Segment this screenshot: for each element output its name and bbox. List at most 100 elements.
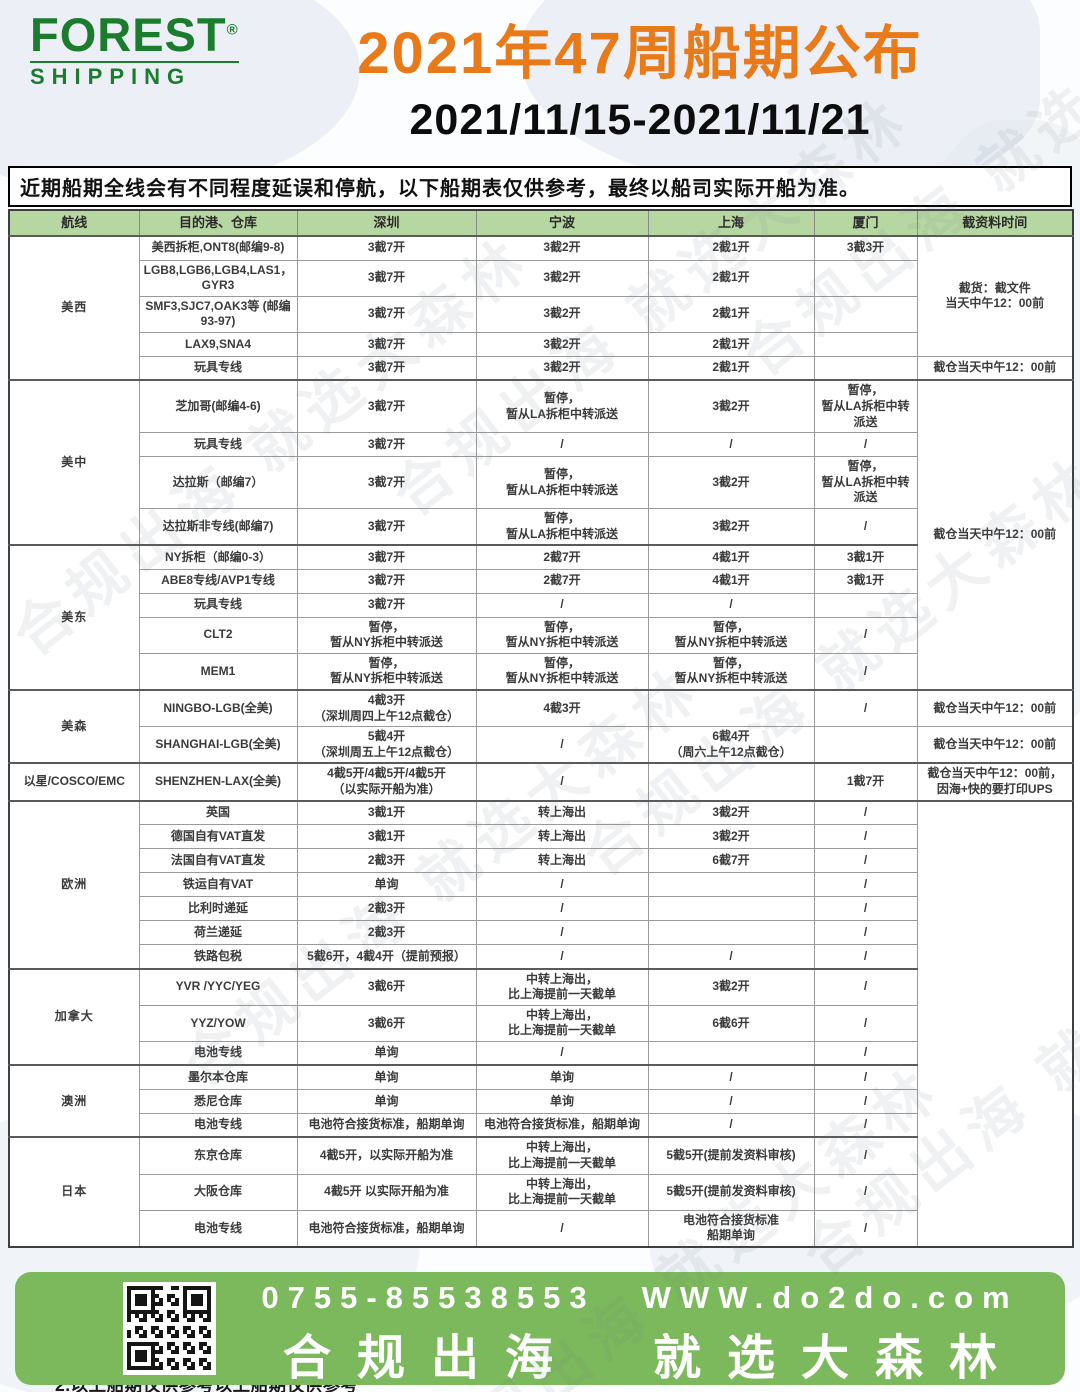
table-row: 澳洲 墨尔本仓库 单询 单询 / / <box>8 1064 1073 1138</box>
cell-shenzhen: 单询 <box>296 1040 477 1066</box>
cell-shanghai: 2截1开 <box>647 331 815 357</box>
phone-number: 0755-85538553 <box>261 1280 596 1315</box>
cell-xiamen: 3截3开 <box>813 235 918 261</box>
cell-xiamen: / <box>813 432 918 458</box>
cell-shanghai: 电池符合接货标准 船期单询 <box>647 1209 815 1248</box>
cell-destination: 德国自有VAT直发 <box>138 824 298 850</box>
cell-ningbo: / <box>475 1040 649 1066</box>
cell-xiamen: / <box>813 689 918 728</box>
shipping-schedule-table: 航线 目的港、仓库 深圳 宁波 上海 厦门 截资料时间 美西 美西拆柜,ONT8(邮编9-8)… <box>8 209 1074 1248</box>
route-cell: 美中 <box>8 379 140 546</box>
route-cell: 美西 <box>8 234 140 381</box>
cell-shanghai: 2截1开 <box>647 355 815 381</box>
table-row: CLT2 暂停， 暂从NY拆柜中转派送 暂停， 暂从NY拆柜中转派送 暂停， 暂从NY… <box>9 616 1073 654</box>
cell-xiamen <box>813 259 918 297</box>
table-row: 法国自有VAT直发 2截3开 转上海出 6截7开 / <box>9 848 1073 874</box>
column-header: 宁波 <box>475 209 649 237</box>
page-header: FOREST® SHIPPING 2021年47周船期公布 2021/11/15… <box>0 0 1080 166</box>
qr-code <box>123 1282 216 1375</box>
cell-shenzhen: 3截7开 <box>296 544 477 570</box>
cell-ningbo: / <box>475 1209 649 1248</box>
cell-xiamen: / <box>813 1112 918 1138</box>
cell-shanghai: 4截1开 <box>647 544 815 570</box>
cell-shanghai: / <box>647 432 815 458</box>
cell-ningbo: 2截7开 <box>475 568 649 594</box>
cell-deadline: 截仓当天中午12：00前 <box>916 379 1074 691</box>
cell-xiamen: / <box>813 848 918 874</box>
cell-shanghai <box>647 896 815 922</box>
cell-ningbo: 3截2开 <box>475 295 649 333</box>
cell-deadline: 截仓当天中午12：00前， 因海+快的要打印UPS <box>916 762 1074 802</box>
cell-shenzhen: 3截7开 <box>296 259 477 297</box>
table-row: SHANGHAI-LGB(全美) 5截4开 （深圳周五上午12点截仓）/6截4开 … <box>9 726 1074 764</box>
cell-destination: 达拉斯（邮编7） <box>138 456 298 509</box>
cell-shenzhen: 3截6开 <box>296 967 477 1006</box>
cell-shanghai: 6截7开 <box>647 848 815 874</box>
cell-destination: 电池专线 <box>138 1112 298 1138</box>
cell-xiamen: / <box>813 507 918 546</box>
cell-ningbo: 单询 <box>475 1064 649 1090</box>
table-row: 电池专线 电池符合接货标准，船期单询 电池符合接货标准，船期单询 / / <box>9 1112 1073 1138</box>
cell-destination: 英国 <box>138 799 298 826</box>
cell-destination: 玩具专线 <box>138 432 298 458</box>
table-row: 悉尼仓库 单询 单询 / / <box>9 1088 1073 1114</box>
cell-destination: CLT2 <box>138 616 298 654</box>
cell-shanghai: 6截4开 （周六上午12点截仓） <box>647 726 815 764</box>
cell-shanghai: / <box>647 944 815 970</box>
table-header-row: 航线 目的港、仓库 深圳 宁波 上海 厦门 截资料时间 <box>8 209 1074 237</box>
forest-shipping-logo: FOREST® SHIPPING <box>30 10 239 90</box>
cell-xiamen: / <box>813 1209 918 1248</box>
table-row: MEM1 暂停， 暂从NY拆柜中转派送 暂停， 暂从NY拆柜中转派送 暂停， 暂从NY… <box>9 652 1073 691</box>
table-row: 美西 美西拆柜,ONT8(邮编9-8) 3截7开 3截2开 2截1开 3截3开 截货：截文件… <box>8 234 1074 381</box>
cell-destination: 大阪仓库 <box>138 1173 298 1211</box>
route-cell: 美东 <box>8 544 140 691</box>
cell-ningbo: 3截2开 <box>475 355 649 381</box>
footer-banner: 0755-85538553 WWW.do2do.com 合规出海 就选大森林 <box>15 1272 1065 1385</box>
cell-shanghai: 5截5开(提前发资料审核) <box>647 1136 815 1175</box>
cell-ningbo: 暂停， 暂从NY拆柜中转派送 <box>475 652 649 691</box>
cell-shenzhen: 4截5开/4截5开/4截5开 （以实际开船为准） <box>296 762 477 802</box>
route-cell: 美森 <box>8 688 140 764</box>
cell-destination: 玩具专线 <box>138 592 298 618</box>
cell-shenzhen: 3截7开 <box>296 507 477 546</box>
column-header: 目的港、仓库 <box>138 209 298 237</box>
cell-ningbo: / <box>475 872 649 898</box>
table-row: 美中 芝加哥(邮编4-6) 3截7开 暂停， 暂从LA拆柜中转派送 3截2开 暂停， 暂从… <box>8 379 1074 691</box>
cell-shenzhen: 2截3开 <box>296 848 477 874</box>
cell-destination: 比利时递延 <box>138 896 298 922</box>
cell-destination: SMF3,SJC7,OAK3等 (邮编93-97) <box>138 295 298 333</box>
table-row: 达拉斯非专线(邮编7) 3截7开 暂停， 暂从LA拆柜中转派送 3截2开 / <box>9 507 1073 546</box>
column-header: 航线 <box>8 209 140 237</box>
cell-xiamen: / <box>813 1173 918 1211</box>
cell-shenzhen: 单询 <box>296 1088 477 1114</box>
cell-xiamen: 暂停， 暂从LA拆柜中转派送 <box>813 379 918 434</box>
table-row: 美东 NY拆柜（邮编0-3） 3截7开 2截7开 4截1开 3截1开 <box>8 544 1073 691</box>
cell-xiamen <box>813 355 918 381</box>
cell-shenzhen: 3截7开 <box>296 355 477 381</box>
cell-xiamen: / <box>813 824 918 850</box>
cell-destination: 电池专线 <box>138 1040 298 1066</box>
table-row: 电池专线 单询 / / <box>9 1040 1073 1066</box>
cell-xiamen: / <box>813 1004 918 1042</box>
cell-destination: ABE8专线/AVP1专线 <box>138 568 298 594</box>
cell-xiamen: 1截7开 <box>813 762 918 802</box>
cell-destination: SHENZHEN-LAX(全美) <box>138 762 298 802</box>
cell-shanghai: / <box>647 1112 815 1138</box>
cell-ningbo: 4截3开 <box>475 689 649 728</box>
cell-ningbo: 2截7开 <box>475 544 649 570</box>
notice-banner: 近期船期全线会有不同程度延误和停航，以下船期表仅供参考，最终以船司实际开船为准。 <box>8 166 1072 207</box>
cell-xiamen <box>813 726 918 764</box>
route-cell: 欧洲 <box>8 799 140 970</box>
cell-xiamen: / <box>813 967 918 1006</box>
cell-xiamen: / <box>813 896 918 922</box>
cell-shenzhen: 暂停， 暂从NY拆柜中转派送 <box>296 616 477 654</box>
cell-shenzhen: 3截7开 <box>296 592 477 618</box>
cell-deadline: 截仓当天中午12：00前 <box>916 726 1074 764</box>
cell-shanghai: 2截1开 <box>647 259 815 297</box>
cell-ningbo: 中转上海出， 比上海提前一天截单 <box>475 1004 649 1042</box>
cell-destination: 电池专线 <box>138 1209 298 1248</box>
cell-destination: 荷兰递延 <box>138 920 298 946</box>
cell-xiamen: / <box>813 1040 918 1066</box>
cell-xiamen: 3截1开 <box>813 568 918 594</box>
